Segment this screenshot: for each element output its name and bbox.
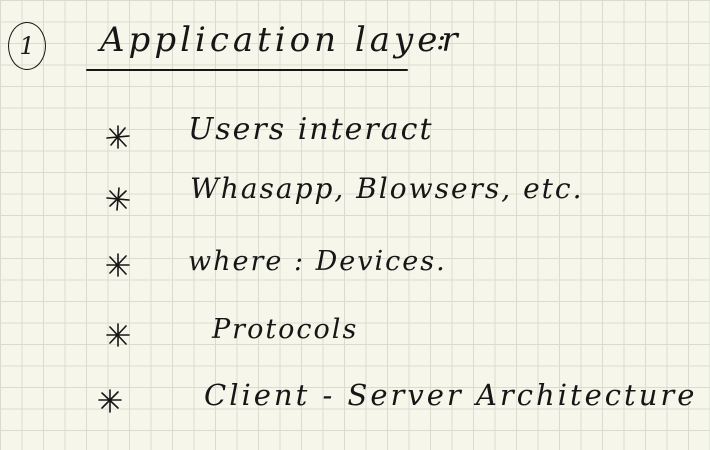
star-bullet-icon xyxy=(104,252,132,278)
list-item-5: Client - Server Architecture xyxy=(204,378,698,412)
heading-underline xyxy=(86,69,408,71)
list-item-3: where : Devices. xyxy=(188,246,447,277)
heading-title: Application layer xyxy=(100,20,462,60)
section-number-circle: 1 xyxy=(8,22,46,70)
star-bullet-icon xyxy=(96,388,124,414)
section-number: 1 xyxy=(19,32,35,60)
star-bullet-icon xyxy=(104,322,132,348)
list-item-2: Whasapp, Blowsers, etc. xyxy=(190,172,584,205)
list-item-4: Protocols xyxy=(212,314,359,345)
heading-colon: : xyxy=(436,22,449,57)
star-bullet-icon xyxy=(104,186,132,212)
star-bullet-icon xyxy=(104,124,132,150)
list-item-1: Users interact xyxy=(188,112,434,147)
